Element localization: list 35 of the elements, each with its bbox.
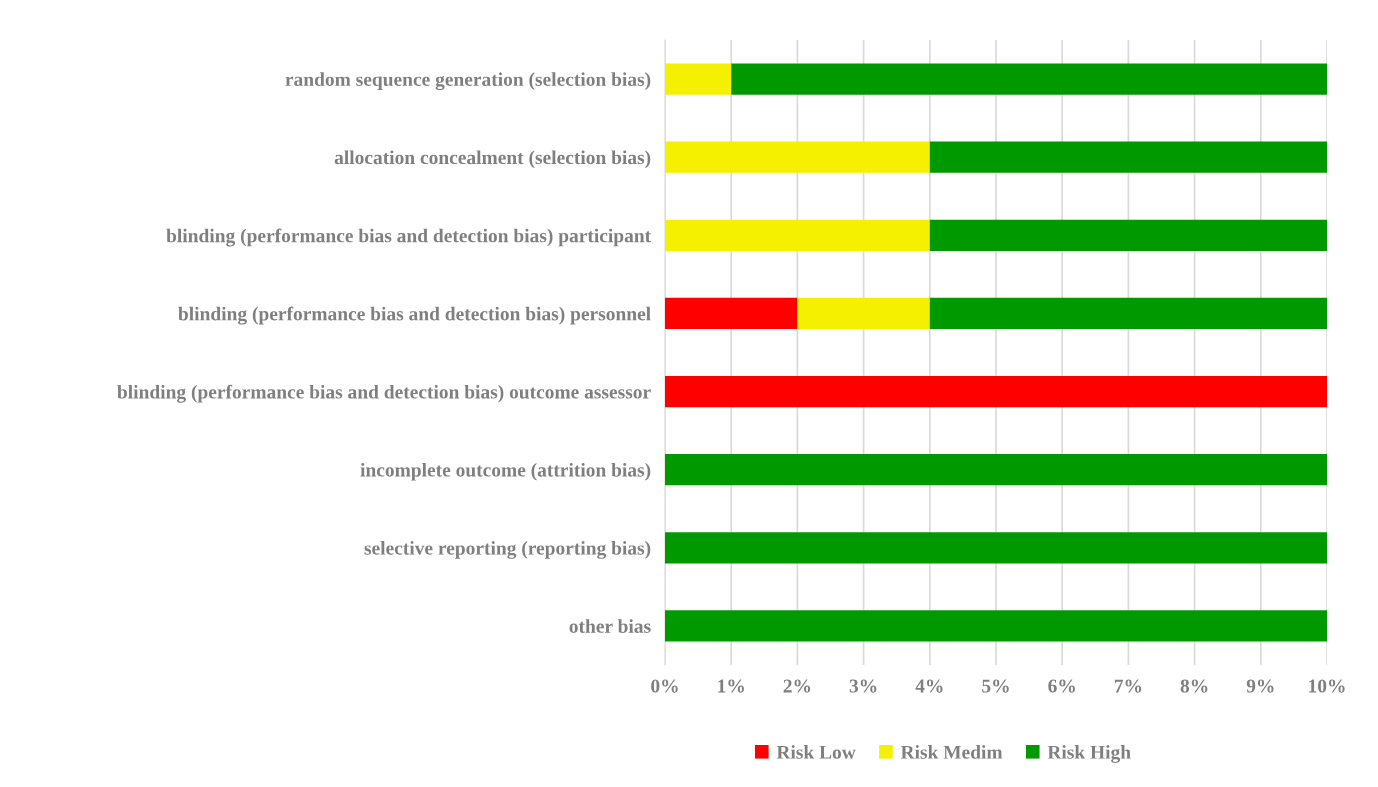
x-tick-label: 10% <box>1309 679 1345 693</box>
y-tick-label: selective reporting (reporting bias) <box>364 541 651 559</box>
bar <box>929 297 1327 330</box>
bar <box>797 297 930 330</box>
bar <box>929 219 1327 251</box>
x-tick-label: 0% <box>651 679 678 693</box>
x-tick-label: 1% <box>718 679 744 693</box>
x-tick-label: 5% <box>982 679 1009 693</box>
y-tick-label: other bias <box>569 619 651 633</box>
bar <box>665 63 732 95</box>
y-tick-label: blinding (performance bias and detection bias) participant <box>166 228 652 247</box>
bar <box>665 375 1327 408</box>
legend-label: Risk High <box>1047 745 1131 763</box>
x-tick-label: 2% <box>783 679 811 693</box>
x-tick-label: 6% <box>1048 679 1075 693</box>
bar <box>731 63 1327 95</box>
bar <box>665 454 1327 486</box>
x-tick-label: 4% <box>915 679 943 693</box>
y-tick-label: allocation concealment (selection bias) <box>334 150 651 169</box>
y-tick-label: random sequence generation (selection bias) <box>285 72 651 91</box>
x-tick-label: 8% <box>1180 679 1208 693</box>
bar <box>665 532 1327 564</box>
legend-label: Risk Low <box>776 745 856 759</box>
legend-label: Risk Medim <box>900 745 1003 759</box>
bar <box>665 297 798 330</box>
bar <box>665 610 1327 642</box>
bar <box>929 141 1327 173</box>
x-tick-label: 3% <box>849 679 877 693</box>
y-tick-label: blinding (performance bias and detection bias) personnel <box>178 306 651 325</box>
bar <box>665 219 930 251</box>
x-tick-label: 7% <box>1114 679 1142 693</box>
x-tick-label: 9% <box>1246 679 1274 693</box>
bar <box>665 141 930 173</box>
y-tick-label: blinding (performance bias and detection bias) outcome assessor <box>117 384 651 403</box>
y-tick-label: incomplete outcome (attrition bias) <box>360 462 651 481</box>
